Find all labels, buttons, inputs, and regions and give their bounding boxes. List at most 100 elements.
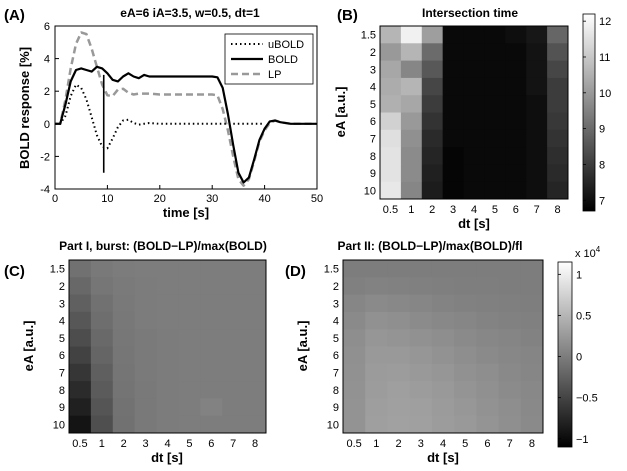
x-tick-label: 50 — [311, 193, 323, 205]
y-tick-label: 8 — [370, 151, 376, 163]
heatmap-cell — [222, 398, 245, 417]
heatmap-cell — [421, 43, 444, 62]
x-tick-label: 3 — [418, 438, 424, 450]
heatmap-cell — [409, 260, 433, 278]
heatmap-cell — [156, 294, 179, 313]
heatmap-cell — [526, 43, 548, 62]
heatmap-cell — [200, 398, 223, 417]
heatmap-cell — [400, 147, 423, 165]
heatmap-cell — [343, 277, 366, 296]
x-tick-label: 0.5 — [72, 438, 87, 450]
heatmap-cell — [222, 329, 245, 347]
heatmap-cell — [476, 415, 500, 434]
y-tick-label: 5 — [370, 99, 376, 111]
heatmap-cell — [112, 363, 136, 382]
heatmap-cell — [244, 346, 267, 365]
heatmap-cell — [431, 363, 455, 382]
heatmap-cell — [505, 43, 527, 62]
heatmap-cell — [90, 277, 114, 296]
y-tick-label: 3 — [59, 298, 65, 310]
y-tick-label: 2 — [44, 86, 50, 98]
colorbar-tick-label: 7 — [599, 195, 605, 207]
y-tick-label: 9 — [333, 402, 339, 414]
y-tick-label: 8 — [59, 385, 65, 397]
x-tick-label: 0.5 — [383, 204, 398, 216]
heatmap-cell — [409, 398, 433, 417]
heatmap-cell — [409, 381, 433, 399]
plot-frame-d — [342, 259, 544, 434]
heatmap-cell — [431, 381, 455, 399]
heatmap-cell — [380, 60, 402, 79]
heatmap-cell — [547, 95, 569, 113]
heatmap-cell — [134, 329, 158, 347]
heatmap-cell — [476, 398, 500, 417]
heatmap-cell — [222, 311, 245, 330]
heatmap-cell — [343, 311, 366, 330]
y-tick-label: 3 — [370, 64, 376, 76]
heatmap-cell — [442, 60, 465, 79]
heatmap-cell — [409, 363, 433, 382]
heatmap-cell — [380, 164, 402, 183]
heatmap-cell — [343, 294, 366, 313]
y-tick-label: 4 — [370, 82, 376, 94]
heatmap-cell — [526, 77, 548, 96]
heatmap-cell — [365, 311, 388, 330]
heatmap-cell — [387, 381, 411, 399]
heatmap-cell — [498, 311, 522, 330]
heatmap-cell — [400, 60, 423, 79]
x-tick-label: 6 — [484, 438, 490, 450]
heatmap-cell — [112, 277, 136, 296]
heatmap-cell — [90, 329, 114, 347]
heatmap-cell — [484, 112, 506, 131]
y-tick-label: 10 — [364, 185, 376, 197]
heatmap-cell — [400, 112, 423, 131]
heatmap-cell — [442, 95, 465, 113]
heatmap-cell — [505, 77, 527, 96]
heatmap-cell — [442, 43, 465, 62]
heatmap-cell — [498, 260, 522, 278]
x-tick-label: 1 — [408, 204, 414, 216]
heatmap-cell — [526, 26, 548, 44]
heatmap-cell — [442, 147, 465, 165]
heatmap-cell — [380, 77, 402, 96]
heatmap-cell — [200, 277, 223, 296]
heatmap-cell — [409, 277, 433, 296]
heatmap-cell — [134, 277, 158, 296]
heatmap-cell — [112, 398, 136, 417]
legend-label-ubold: uBOLD — [268, 39, 304, 51]
x-tick-label: 8 — [252, 438, 258, 450]
heatmap-cell — [222, 294, 245, 313]
heatmap-cell — [476, 277, 500, 296]
heatmap-cell — [520, 381, 544, 399]
heatmap-cell — [244, 329, 267, 347]
colorbar-tick-label: −1 — [576, 434, 589, 446]
x-tick-label: 1 — [99, 438, 105, 450]
heatmap-cell — [498, 363, 522, 382]
x-tick-label: 10 — [101, 193, 113, 205]
x-tick-label: 5 — [186, 438, 192, 450]
y-tick-label: 10 — [53, 419, 65, 431]
y-tick-label: 0 — [44, 119, 50, 131]
heatmap-cell — [454, 311, 477, 330]
heatmap-cell — [484, 43, 506, 62]
heatmap-b — [380, 26, 569, 200]
heatmap-cell — [178, 277, 201, 296]
heatmap-cell — [380, 112, 402, 131]
heatmap-cell — [387, 346, 411, 365]
y-tick-label: 9 — [370, 168, 376, 180]
colorbar-tick-label: 11 — [599, 52, 610, 64]
heatmap-cell — [365, 277, 388, 296]
x-tick-label: 5 — [492, 204, 498, 216]
heatmap-cell — [547, 43, 569, 62]
colorbar-tick-label: 1 — [576, 269, 582, 281]
heatmap-cell — [365, 329, 388, 347]
heatmap-cell — [431, 346, 455, 365]
heatmap-cell — [476, 311, 500, 330]
heatmap-cell — [409, 415, 433, 434]
heatmap-cell — [526, 60, 548, 79]
heatmap-cell — [90, 346, 114, 365]
heatmap-cell — [421, 129, 444, 148]
colorbar-tick-label: 8 — [599, 159, 605, 171]
heatmap-cell — [387, 311, 411, 330]
heatmap-cell — [463, 129, 485, 148]
